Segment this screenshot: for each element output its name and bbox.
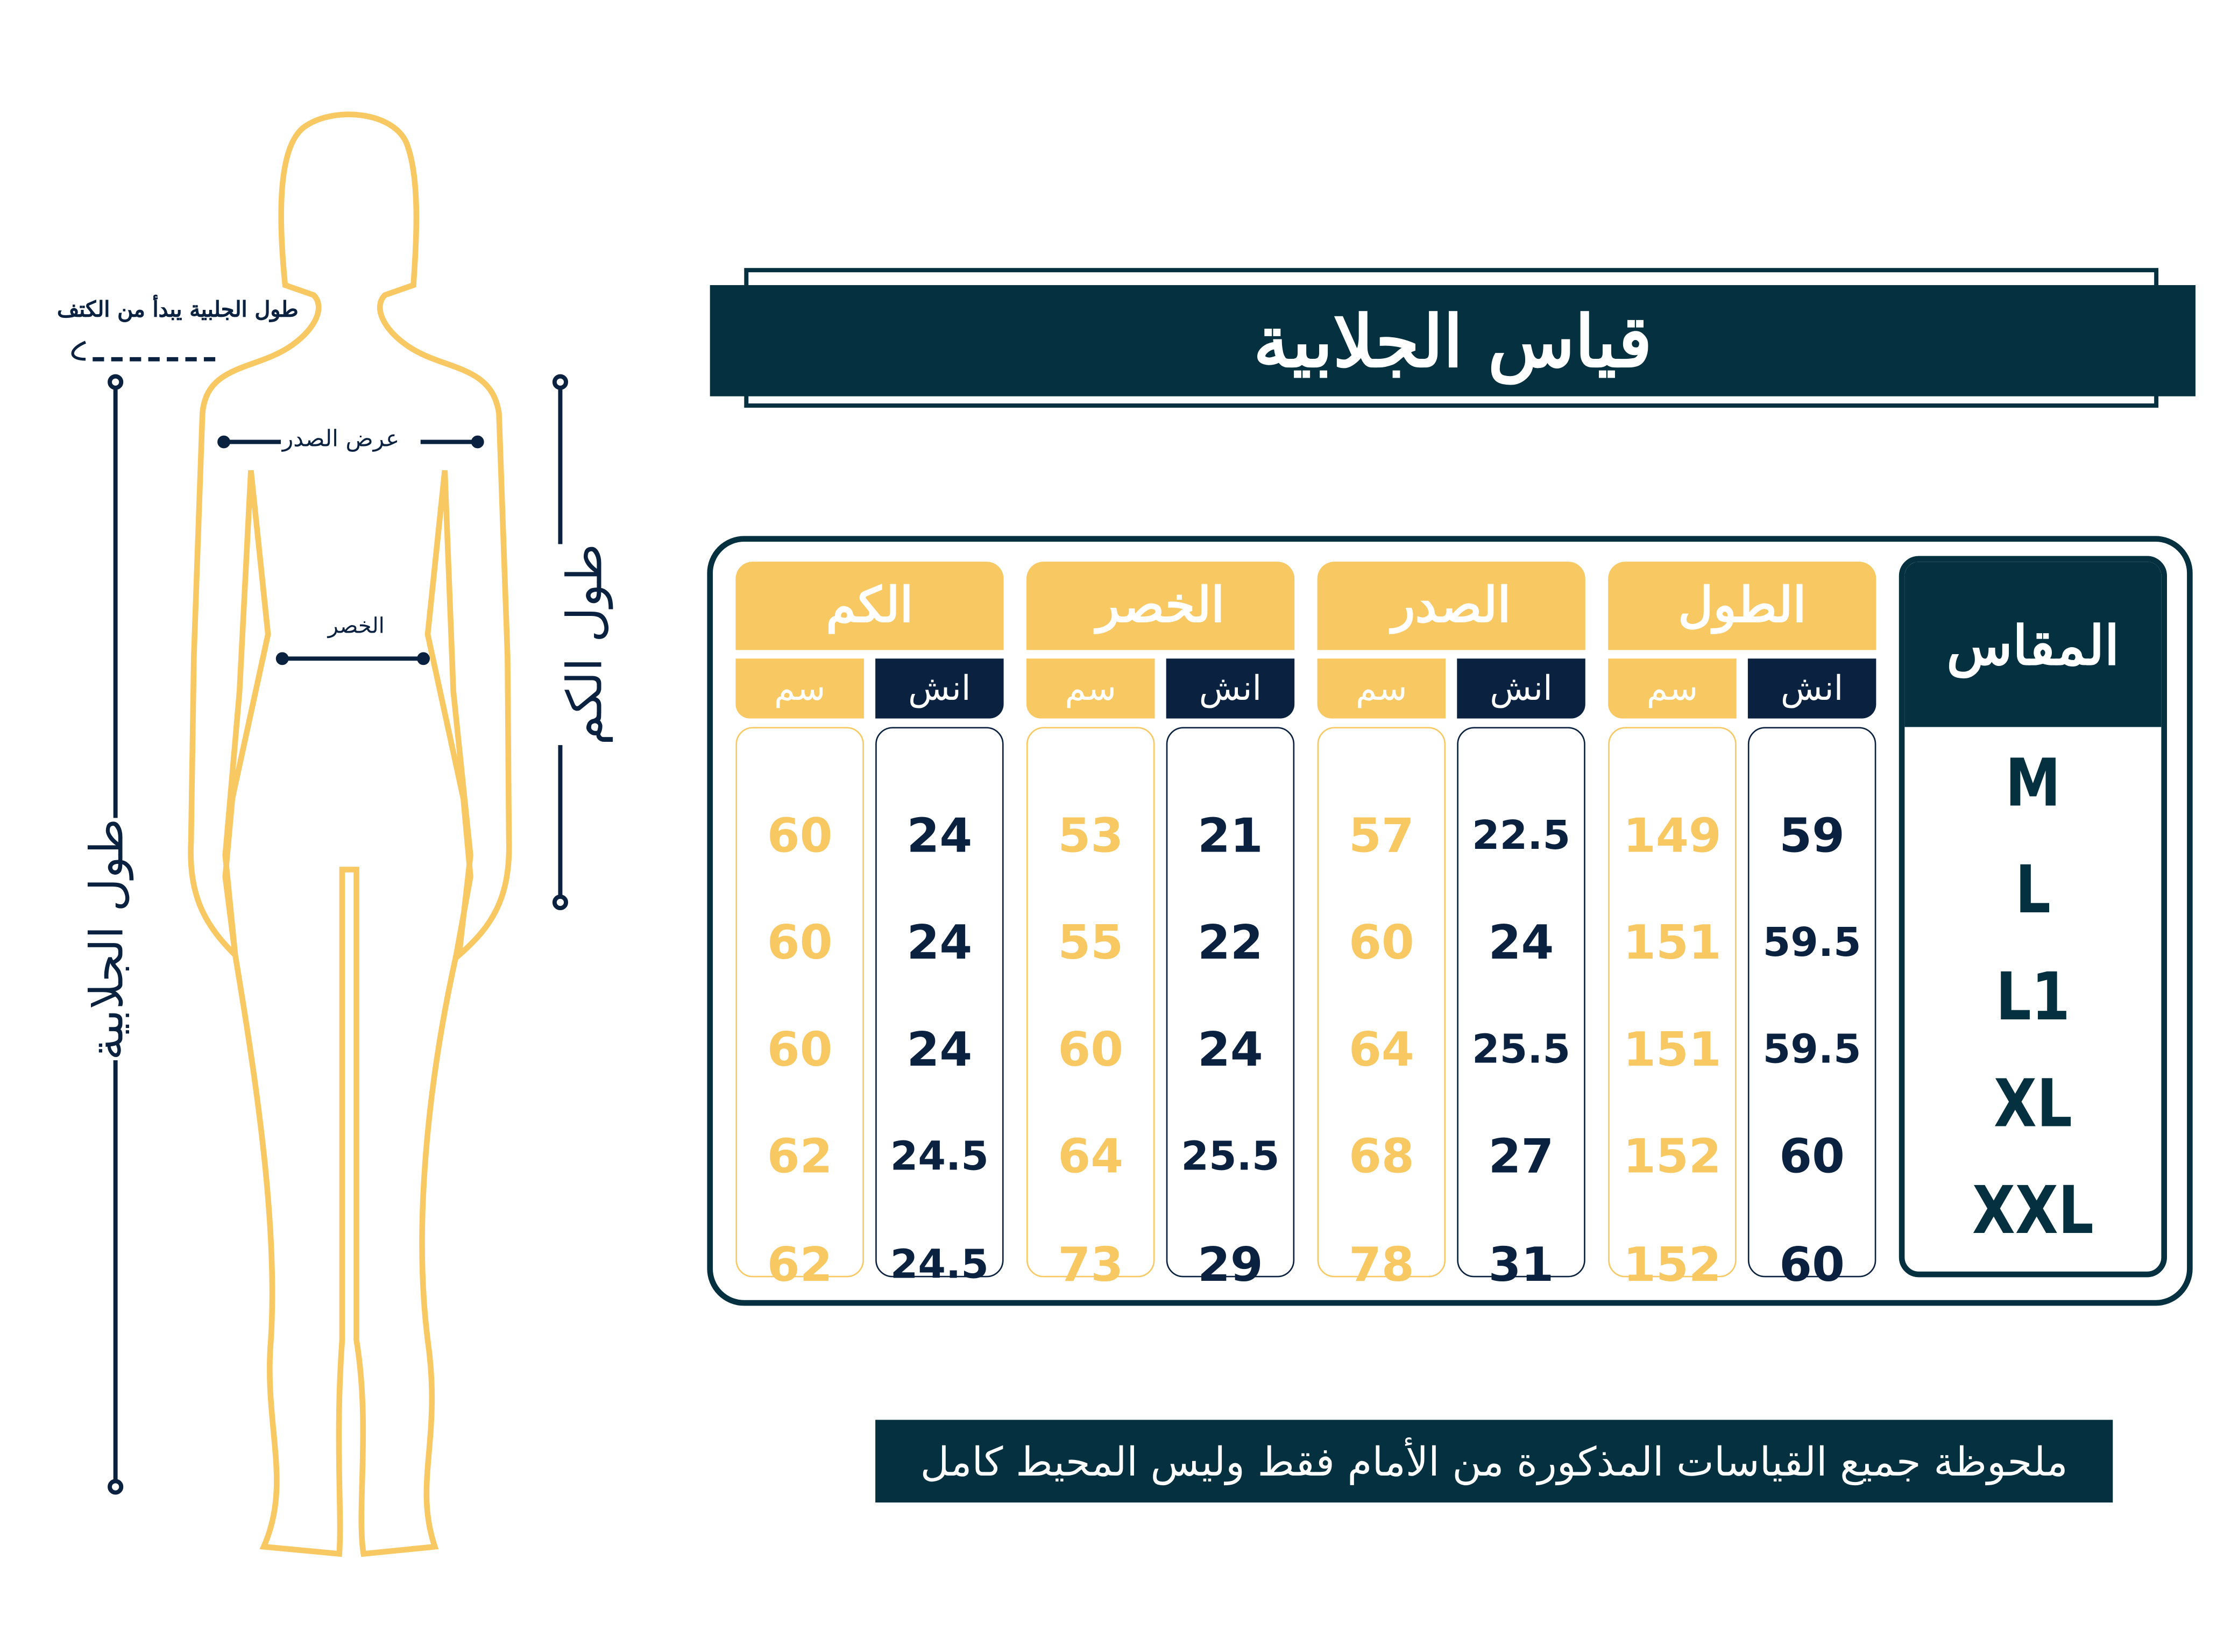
cm-value: 60 — [1058, 1021, 1124, 1077]
inch-value: 59.5 — [1762, 1025, 1861, 1073]
inch-values: 24 24 24 24.5 24.5 — [875, 727, 1004, 1288]
inch-value: 27 — [1488, 1128, 1554, 1184]
waist-label: الخصر — [328, 613, 385, 639]
inch-value: 24 — [906, 1021, 973, 1077]
inch-label: انش — [1166, 658, 1295, 719]
inch-value: 59 — [1779, 807, 1845, 863]
cm-value: 152 — [1623, 1236, 1722, 1293]
inch-value: 24 — [1198, 1021, 1263, 1077]
cm-label: سم — [1026, 658, 1155, 719]
group-header: الخصر — [1026, 562, 1295, 650]
size-L: L — [2015, 851, 2051, 928]
cm-value: 78 — [1348, 1236, 1414, 1293]
cm-values: 60 60 60 62 62 — [735, 727, 864, 1292]
cm-label: سم — [1317, 658, 1446, 719]
inch-value: 22.5 — [1472, 812, 1571, 859]
inch-value: 25.5 — [1472, 1025, 1571, 1073]
cm-values: 149 151 151 152 152 — [1608, 727, 1737, 1292]
inch-value: 24 — [1488, 914, 1554, 970]
cm-label: سم — [735, 658, 864, 719]
cm-value: 149 — [1623, 807, 1722, 863]
size-header: المقاس — [1904, 562, 2162, 727]
inch-values: 22.5 24 25.5 27 31 — [1457, 727, 1585, 1292]
garment-length-label: طول الجلابية — [79, 818, 134, 1060]
cm-values: 57 60 64 68 78 — [1317, 727, 1446, 1292]
cm-value: 60 — [767, 1021, 833, 1077]
cm-value: 62 — [767, 1236, 833, 1293]
cm-value: 62 — [767, 1128, 833, 1184]
measurement-note: ملحوظة جميع القياسات المذكورة من الأمام … — [875, 1420, 2113, 1503]
inch-value: 25.5 — [1181, 1132, 1280, 1180]
column-group: الطول سم انش 149 151 151 152 152 59 59.5 59.5 6… — [1608, 562, 1876, 1292]
inch-value: 24 — [906, 914, 973, 970]
inch-value: 60 — [1779, 1128, 1845, 1184]
cm-value: 151 — [1623, 914, 1722, 970]
inch-values: 21 22 24 25.5 29 — [1166, 727, 1295, 1292]
inch-value: 31 — [1488, 1236, 1554, 1293]
cm-value: 68 — [1348, 1128, 1414, 1184]
inch-value: 24.5 — [890, 1132, 989, 1180]
sleeve-length-label: طول الكم — [557, 543, 614, 746]
group-header: الصدر — [1317, 562, 1585, 650]
cm-value: 73 — [1058, 1236, 1124, 1293]
cm-value: 55 — [1058, 914, 1124, 970]
cm-value: 53 — [1058, 807, 1124, 863]
inch-values: 59 59.5 59.5 60 60 — [1747, 727, 1876, 1292]
group-header: الطول — [1608, 562, 1876, 650]
cm-value: 60 — [767, 914, 833, 970]
column-group: الخصر سم انش 53 55 60 64 73 21 22 24 25.5 29 — [1026, 562, 1295, 1292]
size-XXL: XXL — [1972, 1172, 2094, 1249]
page-title: قياس الجلابية — [710, 285, 2196, 396]
inch-label: انش — [1747, 658, 1876, 719]
cm-value: 60 — [767, 807, 833, 863]
size-XL: XL — [1993, 1065, 2072, 1142]
inch-label: انش — [875, 658, 1004, 719]
cm-value: 64 — [1348, 1021, 1414, 1077]
size-M: M — [2005, 744, 2061, 821]
column-group: الصدر سم انش 57 60 64 68 78 22.5 24 25.5 27 31 — [1317, 562, 1585, 1292]
body-outline — [188, 111, 512, 1557]
size-L1: L1 — [1995, 958, 2070, 1035]
cm-value: 151 — [1623, 1021, 1722, 1077]
inch-value: 22 — [1198, 914, 1263, 970]
cm-value: 57 — [1348, 807, 1414, 863]
inch-label: انش — [1457, 658, 1585, 719]
cm-value: 152 — [1623, 1128, 1722, 1184]
inch-value: 24.5 — [890, 1240, 989, 1288]
chest-width-label: عرض الصدر — [282, 424, 400, 452]
inch-value: 21 — [1198, 807, 1263, 863]
cm-values: 53 55 60 64 73 — [1026, 727, 1155, 1292]
size-chart-table — [707, 536, 2193, 1306]
cm-value: 60 — [1348, 914, 1414, 970]
inch-value: 24 — [906, 807, 973, 863]
group-header: الكم — [735, 562, 1004, 650]
size-column: المقاس M L L1 XL XXL — [1899, 556, 2168, 1278]
column-group: الكم سم انش 60 60 60 62 62 24 24 24 24.5 24.5 — [735, 562, 1004, 1292]
inch-value: 29 — [1198, 1236, 1263, 1293]
inch-value: 59.5 — [1762, 918, 1861, 966]
cm-label: سم — [1608, 658, 1737, 719]
shoulder-note: طول الجلبية يبدأ من الكتف — [57, 296, 299, 322]
cm-value: 64 — [1058, 1128, 1124, 1184]
inch-value: 60 — [1779, 1236, 1845, 1293]
